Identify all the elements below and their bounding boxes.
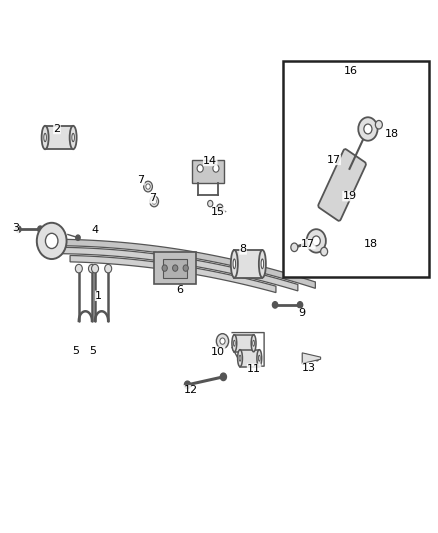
Ellipse shape: [44, 133, 46, 142]
Ellipse shape: [72, 133, 74, 142]
Text: 18: 18: [385, 130, 399, 139]
Circle shape: [321, 247, 328, 256]
Ellipse shape: [37, 223, 67, 259]
Ellipse shape: [70, 126, 77, 149]
Text: 17: 17: [301, 239, 315, 249]
Text: 12: 12: [184, 385, 198, 395]
Text: 8: 8: [240, 245, 247, 254]
Circle shape: [75, 264, 82, 273]
Text: 18: 18: [364, 239, 378, 249]
Circle shape: [184, 381, 191, 389]
Ellipse shape: [232, 335, 237, 352]
Bar: [45, 126, 73, 149]
Text: 6: 6: [176, 286, 183, 295]
Circle shape: [144, 181, 152, 192]
Ellipse shape: [258, 355, 260, 361]
Bar: [240, 350, 259, 367]
Text: 2: 2: [53, 124, 60, 134]
Ellipse shape: [253, 340, 254, 346]
Bar: [154, 252, 196, 284]
Circle shape: [213, 165, 219, 172]
Circle shape: [183, 265, 188, 271]
Circle shape: [173, 265, 178, 271]
Circle shape: [291, 243, 298, 252]
Ellipse shape: [251, 335, 256, 352]
Text: 11: 11: [247, 364, 261, 374]
Circle shape: [217, 204, 223, 212]
Ellipse shape: [46, 233, 58, 248]
Ellipse shape: [239, 355, 241, 361]
Circle shape: [375, 120, 382, 129]
Circle shape: [88, 264, 95, 273]
Bar: [234, 250, 262, 278]
Circle shape: [162, 265, 167, 271]
Ellipse shape: [358, 117, 378, 141]
Ellipse shape: [220, 338, 225, 344]
Circle shape: [92, 264, 99, 273]
Text: 1: 1: [95, 291, 102, 301]
Bar: [234, 335, 254, 352]
Text: 3: 3: [12, 223, 19, 233]
Circle shape: [208, 200, 213, 207]
Circle shape: [105, 264, 112, 273]
FancyBboxPatch shape: [318, 149, 366, 221]
Text: 10: 10: [211, 347, 225, 357]
Text: 5: 5: [89, 346, 96, 356]
Text: 14: 14: [203, 156, 217, 166]
Ellipse shape: [261, 259, 264, 269]
Circle shape: [150, 196, 159, 207]
Text: 9: 9: [298, 309, 305, 318]
Ellipse shape: [42, 126, 49, 149]
Bar: [163, 259, 187, 278]
Text: 4: 4: [92, 225, 99, 235]
Ellipse shape: [216, 334, 229, 349]
Text: 5: 5: [72, 346, 79, 356]
Ellipse shape: [233, 259, 236, 269]
Polygon shape: [37, 239, 315, 288]
Circle shape: [220, 373, 226, 381]
Ellipse shape: [259, 250, 266, 278]
Circle shape: [38, 226, 43, 232]
Ellipse shape: [237, 350, 243, 367]
Ellipse shape: [307, 229, 326, 253]
Ellipse shape: [231, 250, 238, 278]
Text: 16: 16: [343, 67, 357, 76]
Text: 7: 7: [149, 193, 156, 203]
Ellipse shape: [364, 124, 372, 134]
Circle shape: [16, 226, 21, 232]
Text: 7: 7: [138, 175, 145, 185]
Ellipse shape: [312, 236, 320, 246]
Polygon shape: [302, 353, 321, 364]
Circle shape: [297, 302, 303, 308]
Polygon shape: [53, 247, 298, 291]
Circle shape: [197, 165, 203, 172]
Circle shape: [146, 184, 150, 189]
Ellipse shape: [257, 350, 261, 367]
Text: 13: 13: [302, 363, 316, 373]
Bar: [192, 160, 224, 183]
Circle shape: [76, 235, 80, 240]
Circle shape: [272, 302, 278, 308]
Text: 17: 17: [327, 155, 341, 165]
Polygon shape: [70, 255, 276, 293]
Bar: [283, 61, 429, 277]
Text: 15: 15: [211, 207, 225, 217]
Text: 19: 19: [343, 191, 357, 201]
Circle shape: [152, 199, 156, 204]
Ellipse shape: [233, 340, 235, 346]
